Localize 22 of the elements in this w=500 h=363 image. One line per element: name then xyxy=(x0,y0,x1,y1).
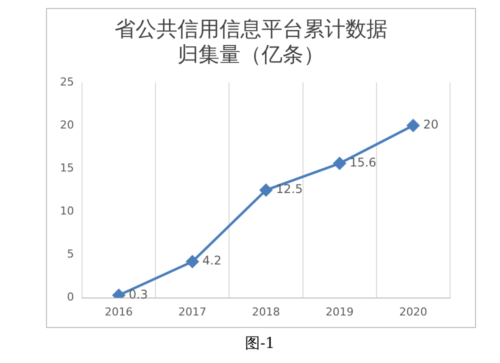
x-tick-label: 2017 xyxy=(178,305,206,318)
x-tick-label: 2019 xyxy=(326,305,354,318)
data-label: 15.6 xyxy=(350,156,376,170)
x-tick-label: 2020 xyxy=(399,305,428,318)
y-tick-label: 20 xyxy=(60,118,74,132)
x-tick-label: 2018 xyxy=(252,305,280,318)
data-label: 0.3 xyxy=(128,287,148,302)
y-tick-label: 5 xyxy=(66,248,74,261)
y-tick-label: 0 xyxy=(66,290,74,304)
point xyxy=(186,255,199,268)
point xyxy=(260,184,272,196)
y-tick-label: 15 xyxy=(60,161,74,174)
point xyxy=(406,119,420,132)
data-label: 20 xyxy=(423,118,438,132)
point xyxy=(333,157,346,170)
data-label: 12.5 xyxy=(276,182,303,196)
y-tick-label: 25 xyxy=(60,75,74,88)
text: 图-1 xyxy=(244,334,276,353)
chart-title: 省公共信用信息平台累计数据归集量（亿条） xyxy=(114,17,388,66)
y-tick-label: 10 xyxy=(60,204,74,218)
data-label: 4.2 xyxy=(202,254,222,268)
x-tick-label: 2016 xyxy=(104,305,133,318)
